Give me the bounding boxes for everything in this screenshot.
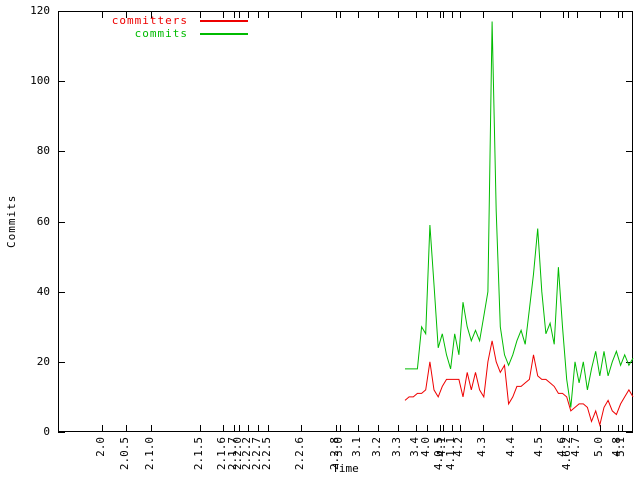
x-tick-label: 3.1	[350, 437, 363, 457]
x-tick-label: 3.2	[370, 437, 383, 457]
legend-line-sample	[200, 32, 248, 35]
x-tick-label: 4.3	[475, 437, 488, 457]
x-tick-label: 4.2	[452, 437, 465, 457]
series-commits-line	[405, 21, 634, 408]
x-tick-label: 3.0	[332, 437, 345, 457]
y-tick-label: 40	[36, 284, 50, 298]
x-axis-title: Time	[332, 462, 359, 475]
x-tick-label: 2.1.5	[192, 437, 205, 471]
y-tick-label: 0	[43, 425, 50, 438]
x-tick-label: 3.3	[390, 437, 403, 457]
y-tick-label: 100	[30, 74, 50, 88]
y-tick-label: 20	[36, 354, 50, 368]
x-tick-label: 4.7	[569, 437, 582, 457]
x-tick-label: 2.2.5	[260, 437, 273, 471]
series-committers-line	[404, 340, 634, 427]
x-tick-label: 2.2.6	[293, 437, 306, 471]
plot-border	[58, 11, 633, 432]
x-tick-label: 5.0	[592, 437, 605, 457]
legend-row: committers	[66, 14, 248, 27]
legend-line-sample	[200, 19, 248, 22]
legend: committers commits	[66, 14, 248, 40]
plot-area	[58, 11, 634, 433]
x-tick-label: 5.1	[614, 437, 627, 457]
x-tick-label: 2.0	[94, 437, 107, 457]
x-tick-label: 2.1.0	[143, 437, 156, 471]
x-tick-label: 4.0	[419, 437, 432, 457]
x-tick-label: 4.4	[504, 437, 517, 457]
y-tick-label: 60	[36, 214, 50, 228]
y-tick-label: 80	[36, 144, 50, 158]
x-tick-label: 4.5	[532, 437, 545, 457]
legend-label-commits: commits	[134, 27, 188, 40]
x-tick-label: 2.0.5	[118, 437, 131, 471]
legend-row: commits	[66, 27, 248, 40]
y-tick-label: 120	[30, 4, 50, 17]
legend-label-committers: committers	[111, 14, 188, 27]
